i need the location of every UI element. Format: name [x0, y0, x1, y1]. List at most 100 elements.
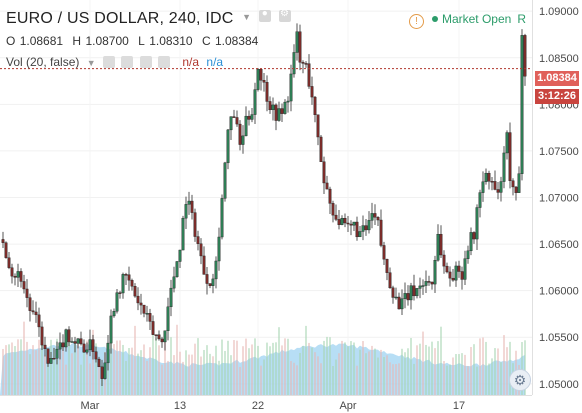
candle-up	[115, 292, 119, 312]
candle-up	[181, 217, 185, 251]
volume-bar	[134, 325, 136, 395]
volume-bar	[386, 355, 388, 395]
candle-down	[514, 186, 518, 193]
volume-bar	[131, 347, 133, 395]
candle-up	[403, 293, 407, 299]
time-axis[interactable]: Mar 13 22 Apr 17	[81, 400, 466, 412]
volume-bar	[524, 340, 526, 395]
volume-bar	[56, 338, 58, 395]
volume-bar	[68, 337, 70, 395]
volume-bar	[503, 335, 505, 395]
candle-down	[490, 181, 494, 183]
volume-bar	[200, 356, 202, 395]
candle-down	[31, 310, 35, 313]
candle-up	[415, 288, 419, 297]
candle-down	[511, 180, 515, 188]
volume-bar	[500, 362, 502, 395]
volume-bar	[38, 339, 40, 395]
volume-bar	[296, 365, 298, 395]
volume-bar	[212, 356, 214, 395]
volume-bar	[59, 349, 61, 395]
volume-bar	[254, 338, 256, 395]
volume-bar	[83, 344, 85, 395]
candle-up	[169, 287, 173, 308]
chevron-down-icon[interactable]: ▼	[242, 12, 252, 22]
eye-icon[interactable]: ●	[258, 8, 271, 22]
candle-down	[151, 321, 155, 335]
candle-down	[337, 219, 341, 225]
plus-icon[interactable]	[139, 56, 152, 68]
candle-down	[61, 342, 65, 348]
candle-down	[304, 63, 308, 65]
market-status[interactable]: ! Market Open R	[408, 12, 526, 29]
volume-bar	[347, 346, 349, 395]
candle-down	[343, 218, 347, 224]
candle-down	[13, 275, 17, 278]
gear-icon[interactable]: ⚙	[509, 369, 531, 391]
status-dot-icon	[431, 16, 438, 22]
volume-bar	[77, 344, 79, 395]
candle-up	[421, 285, 425, 287]
candle-up	[184, 204, 188, 219]
price-axis[interactable]: 1.090001.085001.080001.075001.070001.065…	[539, 6, 579, 391]
candle-up	[394, 296, 398, 299]
gear-icon[interactable]: ⚙	[278, 8, 291, 22]
candle-up	[520, 35, 524, 174]
volume-bar	[221, 339, 223, 395]
price-tick-label: 1.07000	[539, 193, 579, 205]
volume-bar	[203, 349, 205, 395]
volume-bar	[362, 341, 364, 395]
close-icon[interactable]	[158, 56, 171, 68]
candle-down	[79, 338, 83, 345]
volume-bar	[209, 353, 211, 395]
volume-bar	[377, 357, 379, 395]
volume-bar	[158, 345, 160, 395]
gear-icon[interactable]	[121, 56, 134, 68]
volume-bar	[365, 353, 367, 395]
volume-bar	[509, 341, 511, 395]
candle-up	[64, 329, 68, 348]
volume-bar	[488, 363, 490, 395]
candle-down	[328, 188, 332, 204]
chevron-down-icon[interactable]: ▼	[86, 58, 96, 68]
candle-up	[106, 342, 110, 364]
candle-up	[121, 274, 125, 294]
volume-bar	[329, 337, 331, 395]
ohlc-readout: O 1.08681 H 1.08700 L 1.08310 C 1.08384	[6, 34, 264, 48]
symbol-title[interactable]: EURO / US DOLLAR, 240, IDC	[6, 10, 234, 27]
volume-bar	[107, 363, 109, 395]
candle-up	[409, 285, 413, 301]
candle-down	[460, 271, 464, 280]
candle-down	[127, 274, 131, 281]
high-label: H	[72, 34, 82, 48]
candle-up	[469, 232, 473, 252]
candle-up	[211, 278, 215, 286]
volume-bar	[422, 331, 424, 395]
candle-down	[262, 80, 266, 83]
candle-up	[145, 313, 149, 315]
eye-icon[interactable]	[102, 56, 115, 68]
volume-bar	[62, 343, 64, 395]
volume-bar	[287, 338, 289, 395]
candle-down	[154, 334, 158, 336]
candlestick-series	[1, 23, 527, 387]
volume-bar	[155, 338, 157, 395]
candle-down	[310, 86, 314, 98]
volume-bar	[407, 348, 409, 395]
volume-study-label[interactable]: Vol (20, false)	[6, 55, 80, 69]
volume-bar	[332, 366, 334, 395]
price-tick-label: 1.06500	[539, 239, 579, 251]
warning-icon[interactable]: !	[408, 14, 424, 29]
candle-down	[319, 136, 323, 162]
volume-bar	[317, 356, 319, 395]
volume-bar	[191, 354, 193, 395]
candle-up	[289, 73, 293, 102]
candle-down	[298, 31, 302, 63]
volume-bar	[374, 348, 376, 395]
candle-up	[187, 200, 191, 205]
candle-up	[505, 132, 509, 154]
candle-up	[292, 52, 296, 75]
low-label: L	[138, 34, 145, 48]
price-tick-label: 1.05000	[539, 379, 579, 391]
volume-bar	[290, 361, 292, 395]
